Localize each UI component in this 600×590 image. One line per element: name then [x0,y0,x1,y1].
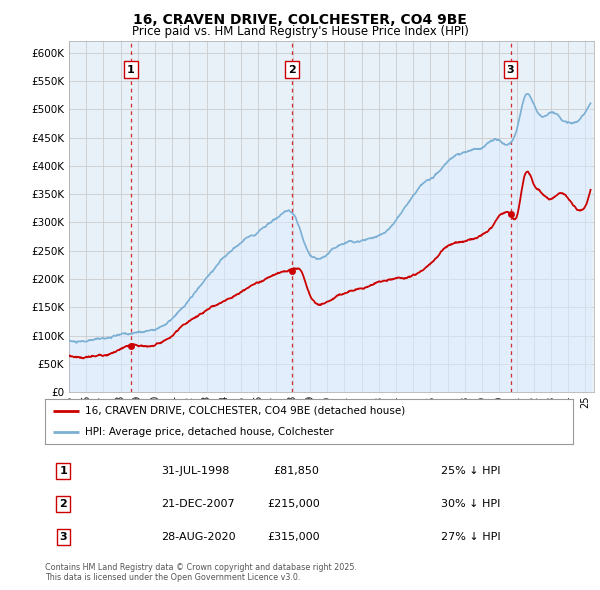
Text: 2: 2 [289,65,296,74]
Text: 3: 3 [59,532,67,542]
Text: 31-JUL-1998: 31-JUL-1998 [161,466,230,476]
Text: 27% ↓ HPI: 27% ↓ HPI [441,532,500,542]
Text: 3: 3 [507,65,514,74]
Text: 2: 2 [59,499,67,509]
Text: Contains HM Land Registry data © Crown copyright and database right 2025.
This d: Contains HM Land Registry data © Crown c… [45,563,357,582]
Text: 1: 1 [59,466,67,476]
Text: £315,000: £315,000 [267,532,320,542]
Text: HPI: Average price, detached house, Colchester: HPI: Average price, detached house, Colc… [85,427,334,437]
Text: 30% ↓ HPI: 30% ↓ HPI [441,499,500,509]
Text: 1: 1 [127,65,134,74]
Text: 25% ↓ HPI: 25% ↓ HPI [441,466,500,476]
Text: 21-DEC-2007: 21-DEC-2007 [161,499,235,509]
Text: Price paid vs. HM Land Registry's House Price Index (HPI): Price paid vs. HM Land Registry's House … [131,25,469,38]
Text: 28-AUG-2020: 28-AUG-2020 [161,532,236,542]
Text: 16, CRAVEN DRIVE, COLCHESTER, CO4 9BE (detached house): 16, CRAVEN DRIVE, COLCHESTER, CO4 9BE (d… [85,406,405,416]
Text: 16, CRAVEN DRIVE, COLCHESTER, CO4 9BE: 16, CRAVEN DRIVE, COLCHESTER, CO4 9BE [133,13,467,27]
Text: £81,850: £81,850 [274,466,320,476]
Text: £215,000: £215,000 [267,499,320,509]
